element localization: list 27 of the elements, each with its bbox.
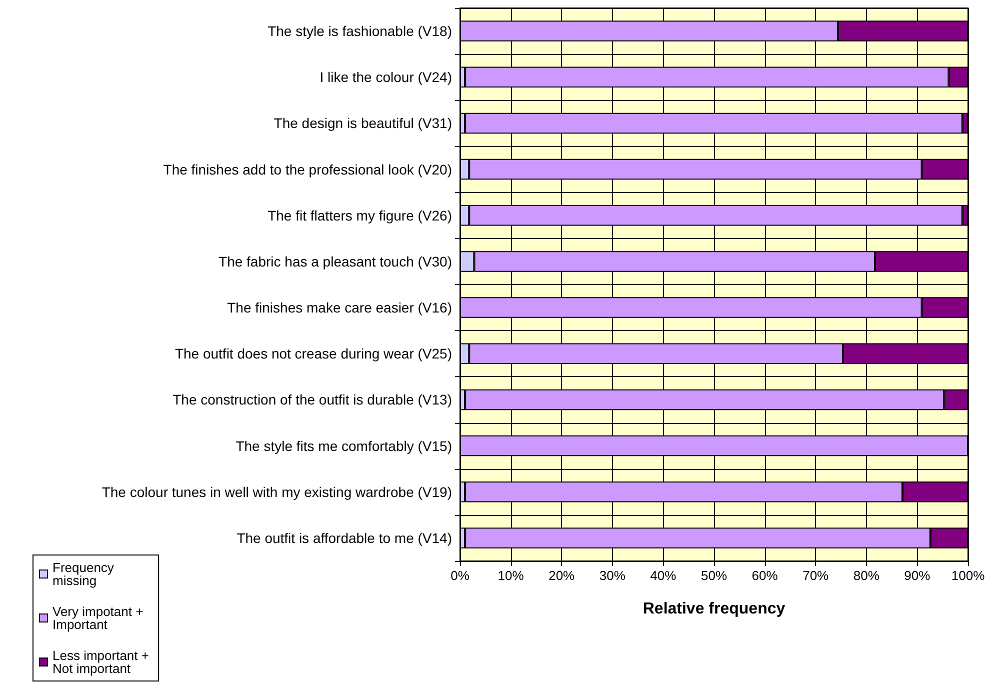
- x-tick-label: 90%: [904, 568, 931, 583]
- y-tick-label: The design is beautiful (V31): [274, 115, 452, 132]
- x-tick-label: 30%: [599, 568, 626, 583]
- legend-label: Very impotant + Important: [52, 604, 147, 632]
- x-tick-label: 50%: [700, 568, 728, 583]
- y-tick-label: The finishes add to the professional look (V20): [163, 161, 452, 178]
- y-tick-label: The finishes make care easier (V16): [227, 300, 452, 316]
- x-tick-label: 60%: [752, 568, 778, 583]
- y-tick-label: The construction of the outfit is durable (V13): [172, 392, 452, 408]
- y-tick-label: I like the colour (V24): [320, 69, 452, 86]
- legend-label: Less important + Not important: [52, 648, 153, 676]
- y-tick-label: The fabric has a pleasant touch (V30): [218, 253, 452, 270]
- x-tick-label: 40%: [650, 568, 677, 583]
- y-tick-label: The outfit does not crease during wear (V25): [174, 346, 452, 362]
- x-tick-label: 70%: [802, 568, 830, 583]
- x-tick-label: 80%: [853, 568, 880, 583]
- y-tick-label: The outfit is affordable to me (V14): [236, 530, 452, 546]
- x-tick-label: 0%: [450, 568, 470, 583]
- x-tick-label: 10%: [498, 568, 524, 583]
- legend-label: Frequency missing: [52, 560, 118, 588]
- x-tick-label: 20%: [548, 568, 576, 583]
- x-tick-label: 100%: [951, 568, 986, 583]
- y-tick-label: The colour tunes in well with my existing wardrobe (V19): [102, 484, 452, 500]
- x-axis-title: Relative frequency: [642, 600, 786, 618]
- y-tick-label: The style fits me comfortably (V15): [236, 438, 452, 454]
- y-tick-label: The style is fashionable (V18): [268, 23, 452, 40]
- y-tick-label: The fit flatters my figure (V26): [268, 207, 452, 224]
